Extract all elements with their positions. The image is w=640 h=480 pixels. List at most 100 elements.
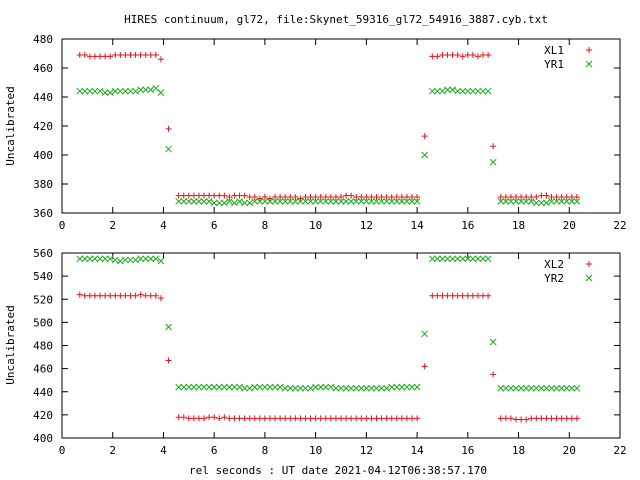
data-point — [180, 198, 188, 205]
data-point — [116, 87, 124, 95]
data-point — [147, 51, 154, 58]
data-point — [378, 415, 385, 422]
x-tick-label: 12 — [360, 444, 373, 457]
data-point — [532, 199, 540, 207]
data-point — [107, 292, 114, 299]
bottom-panel: 400 420 440 460 480 500 520 540 560 0 2 4 6 8 10 12 14 16… — [4, 247, 627, 457]
data-point — [312, 194, 319, 201]
data-point — [454, 87, 462, 95]
data-point — [276, 198, 284, 205]
y-tick-label: 380 — [33, 178, 53, 191]
data-point — [449, 255, 456, 263]
data-point — [226, 383, 233, 391]
series-xl2 — [76, 291, 580, 423]
data-point — [343, 415, 350, 422]
data-point — [241, 199, 248, 207]
data-point — [132, 51, 139, 58]
data-point — [286, 198, 294, 205]
data-point — [538, 415, 545, 422]
data-point — [414, 415, 421, 422]
data-point — [312, 198, 319, 205]
data-point — [383, 194, 390, 201]
data-point — [195, 198, 203, 205]
data-point — [231, 199, 238, 207]
data-point — [403, 194, 410, 201]
data-point — [102, 53, 109, 60]
x-tick-label: 18 — [512, 219, 525, 232]
data-point — [200, 198, 208, 205]
data-point — [337, 384, 345, 392]
data-point — [497, 194, 504, 201]
data-point — [137, 86, 144, 94]
data-point — [327, 194, 334, 201]
data-point — [132, 256, 139, 264]
data-point — [490, 371, 497, 378]
data-point — [220, 383, 228, 391]
data-point — [281, 198, 289, 205]
y-tick-label: 500 — [33, 316, 53, 329]
data-point — [497, 198, 505, 205]
data-point — [215, 199, 223, 207]
data-point — [352, 198, 360, 205]
data-point — [363, 384, 370, 392]
data-point — [449, 292, 456, 299]
data-point — [403, 198, 411, 205]
data-point — [373, 198, 380, 205]
data-point — [251, 415, 258, 422]
data-point — [307, 384, 314, 392]
data-point — [272, 415, 279, 422]
data-point — [484, 255, 492, 263]
data-point — [127, 87, 134, 95]
data-point — [373, 415, 380, 422]
data-point — [127, 292, 134, 299]
data-point — [157, 89, 165, 97]
data-point — [251, 383, 259, 391]
data-point — [573, 198, 581, 205]
data-point — [563, 415, 570, 422]
data-point — [538, 384, 545, 392]
data-point — [543, 192, 550, 199]
data-point — [190, 198, 198, 205]
series-yr1 — [76, 84, 581, 207]
data-point — [175, 383, 183, 391]
data-point — [518, 416, 525, 423]
y-tick-label: 400 — [33, 432, 53, 445]
data-point — [502, 194, 509, 201]
data-point — [200, 383, 208, 391]
data-point — [210, 199, 218, 207]
data-point — [434, 87, 441, 95]
data-point — [256, 198, 264, 205]
data-point — [533, 194, 540, 201]
x-tick-label: 14 — [410, 219, 424, 232]
data-point — [266, 415, 273, 422]
data-point — [327, 415, 334, 422]
data-point — [548, 198, 555, 205]
data-point — [91, 53, 98, 60]
data-point — [302, 198, 309, 205]
data-point — [116, 257, 124, 265]
data-point — [388, 198, 396, 205]
data-point — [522, 198, 530, 205]
data-point — [180, 414, 187, 421]
data-point — [342, 198, 350, 205]
x-tick-label: 6 — [211, 444, 218, 457]
data-point — [261, 194, 268, 201]
data-point — [428, 255, 436, 263]
y-axis-label: Uncalibrated — [4, 86, 17, 165]
data-point — [558, 194, 565, 201]
data-point — [231, 383, 238, 391]
top-panel: 360 380 400 420 440 460 480 0 2 4 6 8 10 12 14 16 18 20 22… — [4, 33, 627, 232]
data-point — [421, 151, 429, 159]
data-point — [302, 194, 309, 201]
data-point — [409, 415, 416, 422]
data-point — [459, 255, 467, 263]
data-point — [142, 292, 149, 299]
data-point — [522, 384, 530, 392]
data-point — [502, 384, 510, 392]
data-point — [543, 415, 550, 422]
data-point — [106, 89, 114, 97]
data-point — [152, 292, 159, 299]
data-point — [226, 415, 233, 422]
data-point — [444, 86, 451, 94]
data-point — [439, 255, 446, 263]
